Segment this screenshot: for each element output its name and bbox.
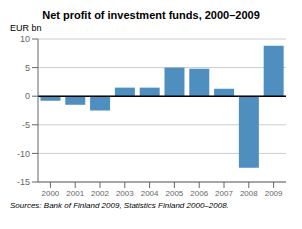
html-text:EUR bn: EUR bn [10, 23, 42, 33]
svg-text:-5: -5 [22, 120, 30, 130]
svg-text:2009: 2009 [265, 189, 283, 198]
svg-text:2008: 2008 [240, 189, 258, 198]
svg-text:2003: 2003 [116, 189, 134, 198]
svg-text:10: 10 [20, 34, 30, 44]
svg-text:-10: -10 [17, 149, 30, 159]
svg-text:2004: 2004 [141, 189, 159, 198]
html-text:Net profit of investment funds: Net profit of investment funds, 2000–200… [42, 9, 260, 21]
svg-text:-15: -15 [17, 177, 30, 187]
svg-text:5: 5 [25, 63, 30, 73]
svg-text:2001: 2001 [66, 189, 84, 198]
svg-text:2002: 2002 [91, 189, 109, 198]
html-text:Sources: Bank of Finland 2009,: Sources: Bank of Finland 2009, Statistic… [10, 201, 229, 210]
svg-text:2000: 2000 [42, 189, 60, 198]
svg-text:2005: 2005 [166, 189, 184, 198]
svg-text:2007: 2007 [215, 189, 233, 198]
svg-text:2006: 2006 [190, 189, 208, 198]
svg-text:0: 0 [25, 91, 30, 101]
